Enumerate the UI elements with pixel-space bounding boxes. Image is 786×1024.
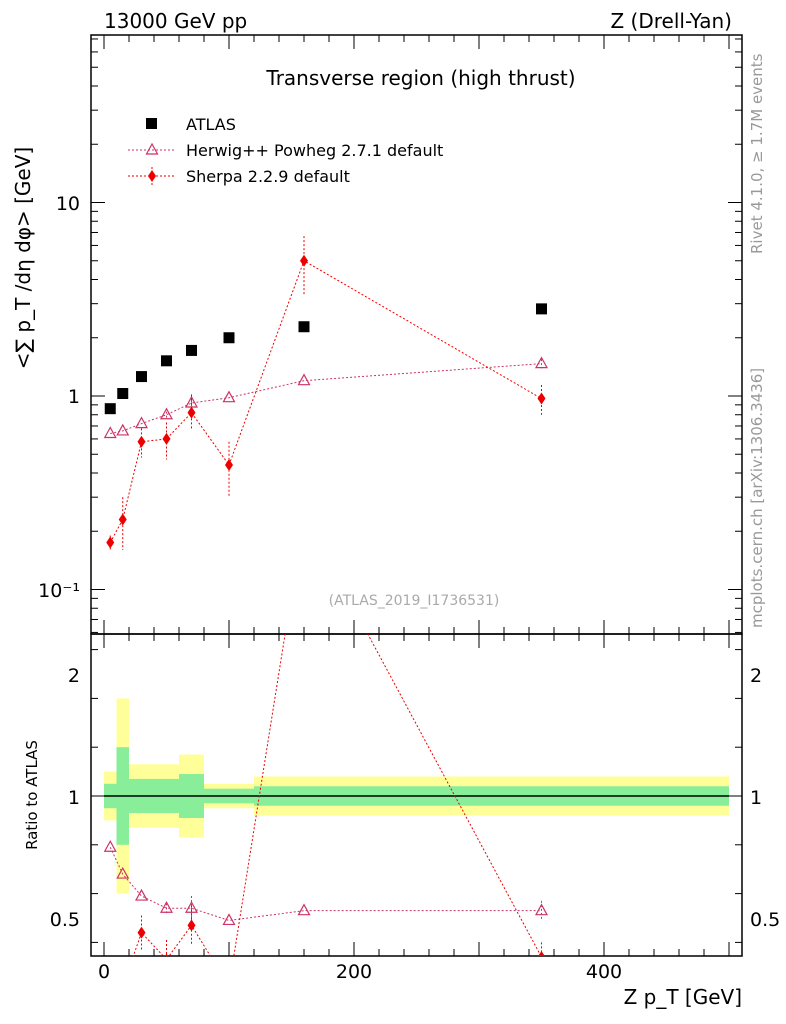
- herwig-main-point: [134, 416, 149, 429]
- main-y-axis-label: <∑ p_T /dη dφ> [GeV]: [11, 147, 35, 369]
- ratio-ytick-label-0p5-left: 0.5: [50, 909, 80, 931]
- herwig-ratio-point: [297, 903, 311, 916]
- ratio-y-axis-label: Ratio to ATLAS: [23, 740, 41, 850]
- main-ytick-label-0p1: 10⁻¹: [38, 580, 80, 602]
- ratio-ytick-label-1-right: 1: [750, 787, 762, 809]
- sherpa-main-point: [106, 536, 115, 549]
- ratio-ytick-label-1-left: 1: [68, 787, 80, 809]
- ratio-series-layer: [103, 509, 549, 997]
- herwig-ratio-line: [109, 847, 542, 921]
- legend-label-atlas: ATLAS: [186, 115, 236, 134]
- atlas-data-point: [104, 403, 116, 415]
- sherpa-ratio-point: [187, 919, 196, 932]
- ratio-plot-frame: [90, 633, 743, 957]
- herwig-main-point: [297, 373, 311, 386]
- sherpa-ratio-point: [164, 953, 169, 956]
- sherpa-main-point: [162, 432, 171, 445]
- legend-marker-herwig: [145, 142, 159, 155]
- sherpa-ratio-point: [106, 985, 114, 997]
- ratio-uncertainty-bands: [104, 698, 729, 894]
- xtick-label-400: 400: [586, 961, 622, 983]
- ratio-ytick-label-2-left: 2: [68, 665, 80, 687]
- herwig-ratio-point: [159, 900, 174, 913]
- sherpa-main-point: [137, 435, 146, 448]
- ratio-ytick-label-2-right: 2: [750, 665, 762, 687]
- atlas-data-point: [298, 321, 310, 333]
- main-ytick-label-10: 10: [56, 193, 80, 215]
- atlas-data-point: [536, 303, 547, 315]
- sherpa-ratio-point: [225, 980, 233, 992]
- sherpa-ratio-line: [132, 634, 542, 956]
- sherpa-main-point: [537, 392, 546, 405]
- main-axis-ticks: [91, 35, 742, 634]
- sherpa-ratio-point: [137, 926, 146, 939]
- sherpa-main-point: [118, 513, 127, 526]
- legend-marker-sherpa: [148, 170, 156, 182]
- sherpa-main-point: [225, 458, 233, 471]
- plot-title: Transverse region (high thrust): [265, 66, 575, 90]
- mcplots-label: mcplots.cern.ch [arXiv:1306.3436]: [748, 368, 766, 628]
- main-ytick-label-1: 1: [68, 386, 80, 408]
- sherpa-main-point: [187, 406, 196, 419]
- sherpa-ratio-point: [300, 509, 308, 521]
- legend: ATLAS Herwig++ Powheg 2.7.1 default Sher…: [128, 115, 443, 186]
- sherpa-ratio-point: [538, 951, 545, 956]
- legend-label-herwig: Herwig++ Powheg 2.7.1 default: [186, 141, 443, 160]
- herwig-ratio-point: [222, 913, 236, 926]
- atlas-data-point: [117, 388, 129, 400]
- sherpa-main-point: [300, 254, 308, 267]
- herwig-ratio-point: [134, 888, 149, 901]
- herwig-ratio-point: [534, 903, 549, 916]
- herwig-ratio-point: [103, 839, 117, 852]
- xtick-label-0: 0: [98, 961, 110, 983]
- legend-label-sherpa: Sherpa 2.2.9 default: [186, 167, 350, 186]
- herwig-ratio-point: [184, 900, 199, 913]
- herwig-main-point: [116, 423, 130, 436]
- atlas-data-point: [136, 371, 147, 383]
- legend-marker-atlas: [146, 118, 157, 129]
- herwig-main-line: [110, 363, 542, 434]
- watermark-label: (ATLAS_2019_I1736531): [329, 593, 500, 609]
- herwig-main-point: [534, 356, 549, 369]
- herwig-main-point: [103, 426, 117, 439]
- atlas-data-point: [223, 332, 235, 344]
- sherpa-ratio-point: [119, 980, 127, 992]
- x-axis-label: Z p_T [GeV]: [624, 985, 742, 1009]
- atlas-data-point: [161, 355, 172, 367]
- sherpa-main-line: [109, 260, 542, 543]
- xtick-label-200: 200: [336, 961, 372, 983]
- atlas-data-point: [186, 344, 197, 356]
- energy-label: 13000 GeV pp: [104, 9, 247, 33]
- ratio-ytick-label-0p5-right: 0.5: [750, 909, 780, 931]
- herwig-main-point: [222, 390, 236, 403]
- herwig-main-point: [159, 407, 174, 420]
- process-label: Z (Drell-Yan): [610, 9, 732, 33]
- main-series-layer: [103, 236, 549, 551]
- herwig-ratio-point: [116, 866, 130, 879]
- rivet-version-label: Rivet 4.1.0, ≥ 1.7M events: [748, 53, 766, 254]
- ratio-axis-ticks: [91, 634, 742, 956]
